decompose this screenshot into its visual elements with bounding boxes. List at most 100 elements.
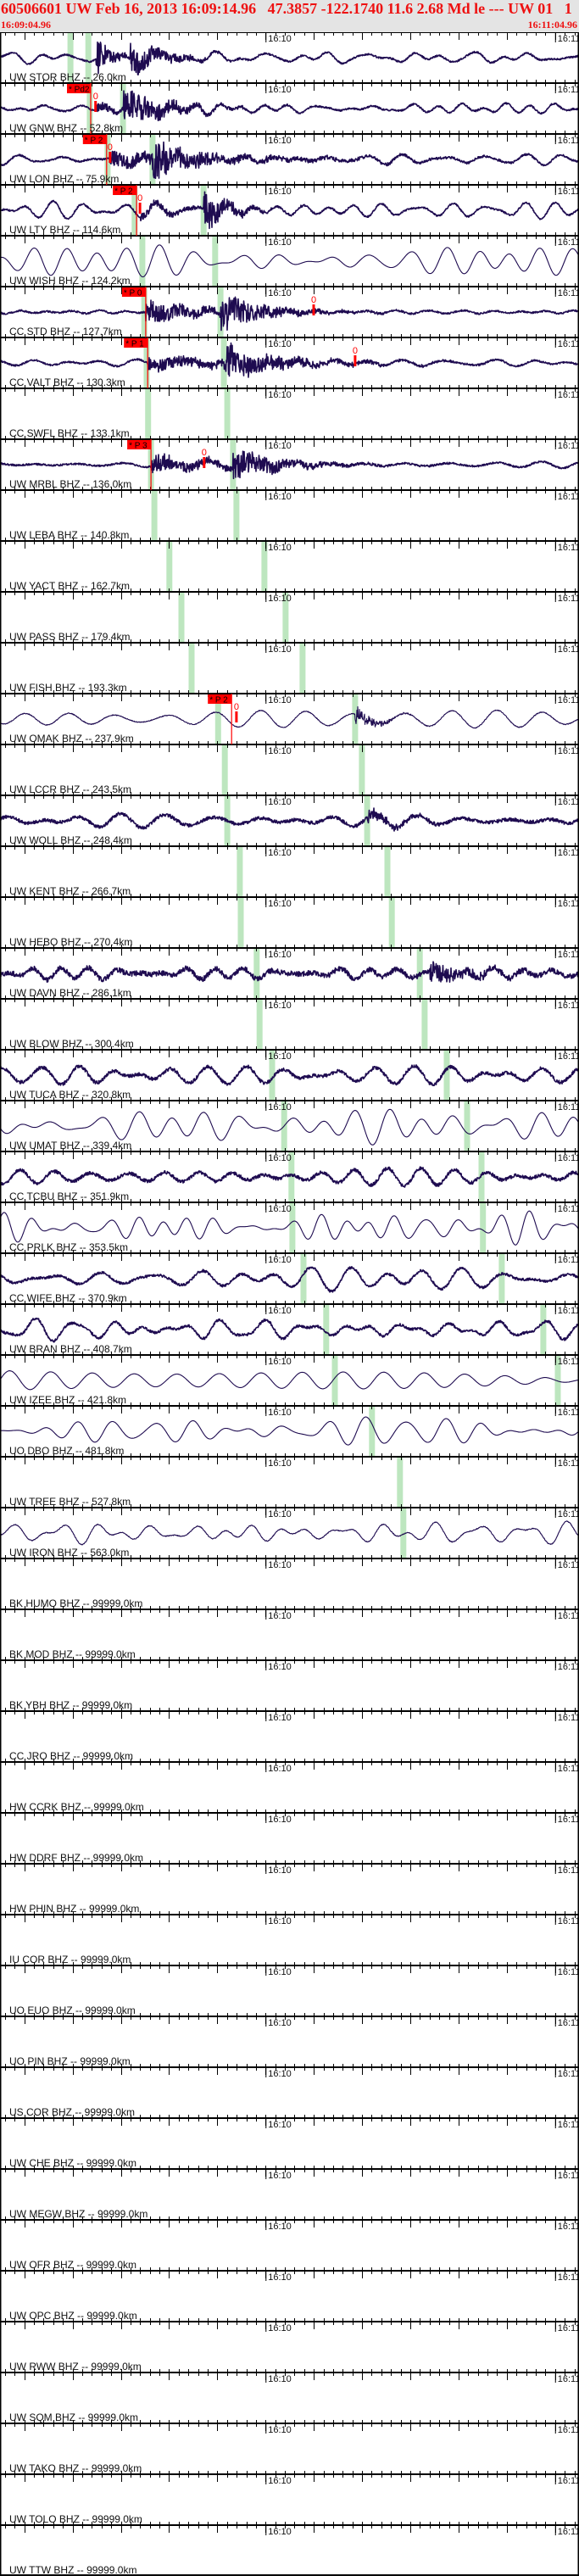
station-label: UW OPC BHZ -- 99999.0km <box>9 2310 137 2322</box>
station-label: UW RWW BHZ -- 99999.0km <box>9 2361 142 2372</box>
station-labels: UW STOR BHZ -- 26.0km UW GNW BHZ -- 52.8k… <box>9 71 148 2576</box>
waveform-trace <box>0 1520 579 1546</box>
row-separator <box>0 744 579 745</box>
row-time-axis: 16:10 16:11 <box>0 1759 579 1774</box>
phase-pick[interactable]: * P 2 <box>82 134 108 185</box>
minute-label: 16:10 <box>268 2374 292 2384</box>
minute-label: 16:10 <box>268 1560 292 1570</box>
waveform-trace <box>0 342 579 378</box>
minute-label: 16:11 <box>558 2222 579 2232</box>
minute-label: 16:11 <box>558 339 579 349</box>
row-separator <box>0 1761 579 1763</box>
p-arrival-band <box>166 541 173 592</box>
row-time-axis: 16:10 16:11 <box>0 2166 579 2181</box>
s-arrival-band <box>498 1253 505 1304</box>
minute-label: 16:11 <box>558 543 579 553</box>
row-time-axis: 16:10 16:11 <box>0 1860 579 1876</box>
p-arrival-band <box>237 897 244 948</box>
row-separator <box>0 337 579 338</box>
row-time-axis: 16:10 16:11 <box>0 334 579 349</box>
pick-flag[interactable] <box>113 186 137 195</box>
s-arrival-band <box>85 32 92 83</box>
pick-flag[interactable] <box>127 440 152 449</box>
station-label: UW UMAT BHZ -- 339.4km <box>9 1140 131 1151</box>
minute-label: 16:11 <box>558 1865 579 1876</box>
pick-flag[interactable] <box>208 694 232 704</box>
pick-flag[interactable] <box>82 135 107 144</box>
station-label: UW OMAK BHZ -- 237.9km <box>9 733 134 744</box>
zero-marker-bar <box>354 355 357 366</box>
zero-marker[interactable]: 0 <box>137 193 142 214</box>
station-label: UW BLOW BHZ -- 300.4km <box>9 1038 134 1050</box>
zero-marker[interactable]: 0 <box>93 92 98 112</box>
row-time-axis: 16:10 16:11 <box>0 32 579 44</box>
phase-pick[interactable]: * P 2 <box>208 694 232 744</box>
zero-marker[interactable]: 0 <box>202 448 207 468</box>
minute-label: 16:10 <box>268 1967 292 1977</box>
s-arrival-band <box>299 643 306 694</box>
row-time-axis: 16:10 16:11 <box>0 1911 579 1926</box>
row-time-axis: 16:10 16:11 <box>0 487 579 502</box>
minute-label: 16:10 <box>268 1204 292 1214</box>
window-start-time: 16:09:04.96 <box>1 19 51 31</box>
pick-flag[interactable] <box>67 84 91 93</box>
row-separator <box>0 1456 579 1458</box>
minute-label: 16:11 <box>558 797 579 807</box>
row-time-axis: 16:10 16:11 <box>0 2522 579 2537</box>
row-time-axis: 16:10 16:11 <box>0 385 579 400</box>
phase-pick[interactable]: * P 2 <box>113 185 137 236</box>
zero-marker[interactable]: 0 <box>234 702 239 722</box>
row-time-axis: 16:10 16:11 <box>0 80 579 95</box>
s-arrival-band <box>224 388 231 439</box>
row-time-axis: 16:10 16:11 <box>0 1148 579 1163</box>
row-separator <box>0 489 579 491</box>
row-time-axis: 16:10 16:11 <box>0 588 579 604</box>
zero-marker[interactable]: 0 <box>108 142 113 163</box>
waveform-trace <box>0 141 579 179</box>
row-separator <box>0 1863 579 1865</box>
minute-label: 16:11 <box>558 2120 579 2130</box>
pick-label: * P 2 <box>85 137 103 146</box>
row-separator <box>0 1354 579 1356</box>
minute-label: 16:10 <box>268 2272 292 2283</box>
minute-label: 16:10 <box>268 1764 292 1774</box>
row-separator <box>0 32 579 33</box>
minute-label: 16:10 <box>268 644 292 655</box>
p-arrival-band <box>288 1151 295 1202</box>
zero-marker[interactable]: 0 <box>311 295 316 315</box>
waveform-trace <box>0 961 579 983</box>
station-label: UO PIN BHZ -- 99999.0km <box>9 2055 131 2067</box>
row-separator <box>0 1252 579 1254</box>
row-time-axis: 16:10 16:11 <box>0 2471 579 2486</box>
time-axes: 16:10 16:11 16:10 16:11 16:10 16:11 16:10 16:11… <box>0 32 579 2537</box>
station-label: UW SQM BHZ -- 99999.0km <box>9 2412 138 2423</box>
minute-label: 16:10 <box>268 2323 292 2333</box>
minute-label: 16:10 <box>268 1306 292 1316</box>
station-label: BK MOD BHZ -- 99999.0km <box>9 1648 136 1660</box>
minute-label: 16:11 <box>558 288 579 298</box>
phase-pick[interactable]: * Pd2 <box>67 83 92 134</box>
zero-marker-label: 0 <box>108 142 113 153</box>
minute-label: 16:11 <box>558 2323 579 2333</box>
zero-marker[interactable]: 0 <box>353 346 358 366</box>
zero-marker-label: 0 <box>137 193 142 204</box>
row-time-axis: 16:10 16:11 <box>0 436 579 451</box>
pick-flag[interactable] <box>124 338 148 348</box>
phase-pick[interactable]: * P 3 <box>127 439 152 490</box>
row-separator <box>0 286 579 287</box>
row-time-axis: 16:10 16:11 <box>0 1402 579 1418</box>
row-separator <box>0 184 579 186</box>
station-label: CC SWFL BHZ -- 133.1km <box>9 427 130 439</box>
station-label: UW STOR BHZ -- 26.0km <box>9 71 126 83</box>
station-label: BK YBH BHZ -- 99999.0km <box>9 1699 132 1711</box>
phase-pick[interactable]: * P 1 <box>124 337 148 388</box>
row-separator <box>0 2270 579 2272</box>
pick-flag[interactable] <box>121 287 146 297</box>
phase-pick[interactable]: * P 0 <box>121 287 147 337</box>
pick-label: * P 3 <box>129 442 148 451</box>
minute-label: 16:11 <box>558 1051 579 1062</box>
waveform-trace <box>0 244 579 278</box>
row-time-axis: 16:10 16:11 <box>0 1555 579 1570</box>
bottom-border <box>0 2574 579 2576</box>
